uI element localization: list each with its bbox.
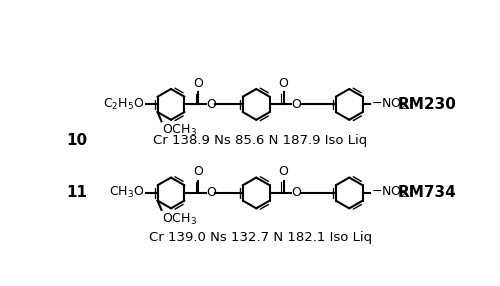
Text: O: O bbox=[278, 165, 288, 178]
Text: CH$_3$O: CH$_3$O bbox=[109, 185, 144, 200]
Text: OCH$_3$: OCH$_3$ bbox=[162, 123, 197, 138]
Text: O: O bbox=[291, 186, 301, 199]
Text: O: O bbox=[194, 77, 203, 90]
Text: $-$NO$_2$: $-$NO$_2$ bbox=[371, 185, 408, 200]
Text: O: O bbox=[278, 77, 288, 90]
Text: O: O bbox=[194, 165, 203, 178]
Text: Cr 138.9 Ns 85.6 N 187.9 Iso Liq: Cr 138.9 Ns 85.6 N 187.9 Iso Liq bbox=[153, 134, 367, 147]
Text: O: O bbox=[206, 186, 216, 199]
Text: Cr 139.0 Ns 132.7 N 182.1 Iso Liq: Cr 139.0 Ns 132.7 N 182.1 Iso Liq bbox=[148, 231, 372, 244]
Text: 11: 11 bbox=[66, 185, 87, 200]
Text: OCH$_3$: OCH$_3$ bbox=[162, 211, 197, 227]
Text: 10: 10 bbox=[66, 133, 87, 148]
Text: O: O bbox=[206, 98, 216, 111]
Text: RM734: RM734 bbox=[398, 185, 456, 200]
Text: C$_2$H$_5$O: C$_2$H$_5$O bbox=[103, 97, 144, 112]
Text: RM230: RM230 bbox=[398, 97, 456, 112]
Text: $-$NO$_2$: $-$NO$_2$ bbox=[371, 97, 408, 112]
Text: O: O bbox=[291, 98, 301, 111]
